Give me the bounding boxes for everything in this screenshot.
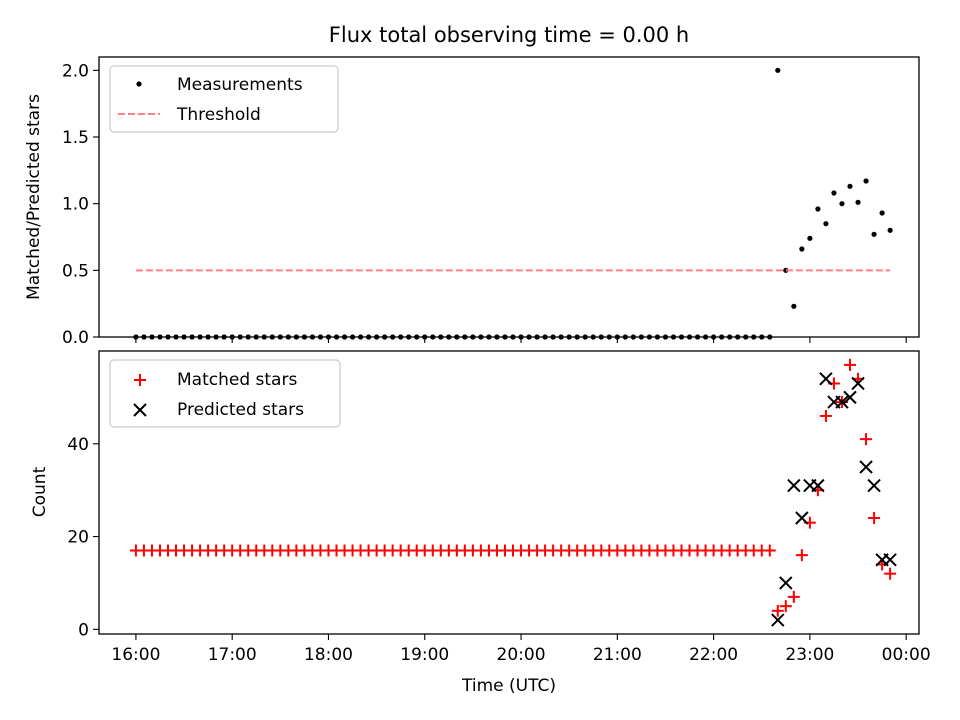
legend-measurements-label: Measurements bbox=[177, 75, 303, 95]
legend-matched-label: Matched stars bbox=[177, 370, 297, 390]
x-stroke-b bbox=[883, 553, 897, 567]
count-plot-area bbox=[129, 358, 897, 627]
x-axis-label: Time (UTC) bbox=[461, 676, 556, 696]
y-tick-label: 2.0 bbox=[62, 61, 89, 81]
x-tick-label: 00:00 bbox=[882, 645, 931, 665]
legend-matched-marker bbox=[134, 374, 146, 386]
measurement-point bbox=[823, 221, 829, 227]
x-stroke-b bbox=[811, 478, 825, 493]
x-tick-label: 23:00 bbox=[785, 645, 834, 665]
bottom-axes-frame bbox=[98, 350, 920, 635]
x-tick-label: 19:00 bbox=[400, 645, 449, 665]
predicted-star-point bbox=[883, 553, 897, 567]
matched-star-point bbox=[819, 409, 832, 422]
measurement-point bbox=[863, 178, 869, 184]
matched-star-point bbox=[884, 567, 897, 580]
predicted-star-point bbox=[787, 478, 801, 493]
y-tick-label: 40 bbox=[67, 435, 89, 455]
measurement-plot-area bbox=[133, 67, 893, 340]
matched-star-point bbox=[843, 358, 856, 371]
x-tick-label: 20:00 bbox=[497, 645, 546, 665]
x-tick-label: 18:00 bbox=[304, 645, 353, 665]
measurement-point bbox=[871, 231, 877, 237]
predicted-star-point bbox=[867, 478, 881, 493]
measurement-point bbox=[815, 206, 821, 212]
predicted-star-point bbox=[859, 460, 873, 474]
predicted-star-point bbox=[771, 613, 785, 627]
legend-predicted-label: Predicted stars bbox=[177, 400, 304, 420]
matched-star-point bbox=[779, 600, 792, 613]
predicted-star-point bbox=[851, 376, 865, 391]
x-tick-label: 21:00 bbox=[593, 645, 642, 665]
measurement-point bbox=[807, 235, 813, 241]
legend-measurements-marker bbox=[136, 81, 142, 87]
predicted-star-point bbox=[819, 372, 833, 386]
predicted-star-point bbox=[811, 478, 825, 493]
bottom-legend: Matched stars Predicted stars bbox=[109, 359, 341, 428]
bottom-legend-frame bbox=[109, 359, 341, 428]
y-tick-label: 1.0 bbox=[62, 195, 89, 215]
measurement-point bbox=[855, 199, 861, 205]
bottom-y-axis-label: Count bbox=[30, 466, 50, 517]
y-tick-label: 20 bbox=[67, 528, 89, 548]
matched-star-point bbox=[763, 544, 776, 557]
x-stroke-b bbox=[795, 511, 809, 525]
measurement-point bbox=[775, 67, 781, 73]
predicted-star-point bbox=[835, 395, 849, 409]
matched-star-point bbox=[795, 549, 808, 562]
legend-predicted-marker bbox=[133, 403, 147, 417]
x-stroke-b bbox=[819, 372, 833, 386]
y-tick-label: 0 bbox=[78, 620, 89, 640]
chart-title: Flux total observing time = 0.00 h bbox=[329, 23, 689, 47]
y-tick-label: 1.5 bbox=[62, 128, 89, 148]
matched-star-point bbox=[771, 604, 784, 617]
matched-star-point bbox=[868, 512, 881, 525]
x-tick-label: 16:00 bbox=[111, 645, 160, 665]
x-stroke-b bbox=[787, 478, 801, 493]
top-y-axis-label: Matched/Predicted stars bbox=[24, 94, 44, 300]
measurement-point bbox=[799, 246, 805, 252]
measurement-point bbox=[791, 303, 797, 309]
x-tick-label: 17:00 bbox=[208, 645, 257, 665]
x-stroke-b bbox=[779, 576, 793, 590]
measurement-point bbox=[887, 227, 893, 233]
matched-star-point bbox=[787, 590, 800, 603]
top-legend-frame bbox=[109, 65, 339, 133]
predicted-star-point bbox=[843, 390, 857, 405]
top-legend: Measurements Threshold bbox=[109, 65, 339, 133]
measurement-point bbox=[879, 210, 885, 216]
x-tick-label: 22:00 bbox=[689, 645, 738, 665]
top-axes: 0.00.51.01.52.0 Matched/Predicted stars … bbox=[24, 56, 920, 348]
matched-star-point bbox=[860, 433, 873, 446]
predicted-star-point bbox=[795, 511, 809, 525]
measurement-point bbox=[783, 267, 789, 273]
y-tick-label: 0.0 bbox=[62, 328, 89, 348]
measurement-point bbox=[839, 201, 845, 207]
x-stroke-b bbox=[859, 460, 873, 474]
x-stroke-b bbox=[835, 395, 849, 409]
bottom-axes-ticks: 16:00 17:00 18:00 19:00 20:00 21:00 22:00 23:00… bbox=[67, 435, 930, 665]
x-stroke-b bbox=[867, 478, 881, 493]
legend-threshold-label: Threshold bbox=[176, 105, 261, 125]
x-stroke-b bbox=[851, 376, 865, 391]
x-stroke-b bbox=[771, 613, 785, 627]
predicted-star-point bbox=[779, 576, 793, 590]
bottom-axes: 16:00 17:00 18:00 19:00 20:00 21:00 22:00 23:00… bbox=[30, 350, 931, 696]
measurement-point bbox=[847, 183, 853, 189]
measurement-point bbox=[831, 190, 837, 196]
top-axes-frame bbox=[98, 56, 920, 338]
y-tick-label: 0.5 bbox=[62, 261, 89, 281]
top-axes-ticks: 0.0 0.5 1.0 1.5 2.0 bbox=[62, 61, 907, 348]
x-stroke-b bbox=[843, 390, 857, 405]
